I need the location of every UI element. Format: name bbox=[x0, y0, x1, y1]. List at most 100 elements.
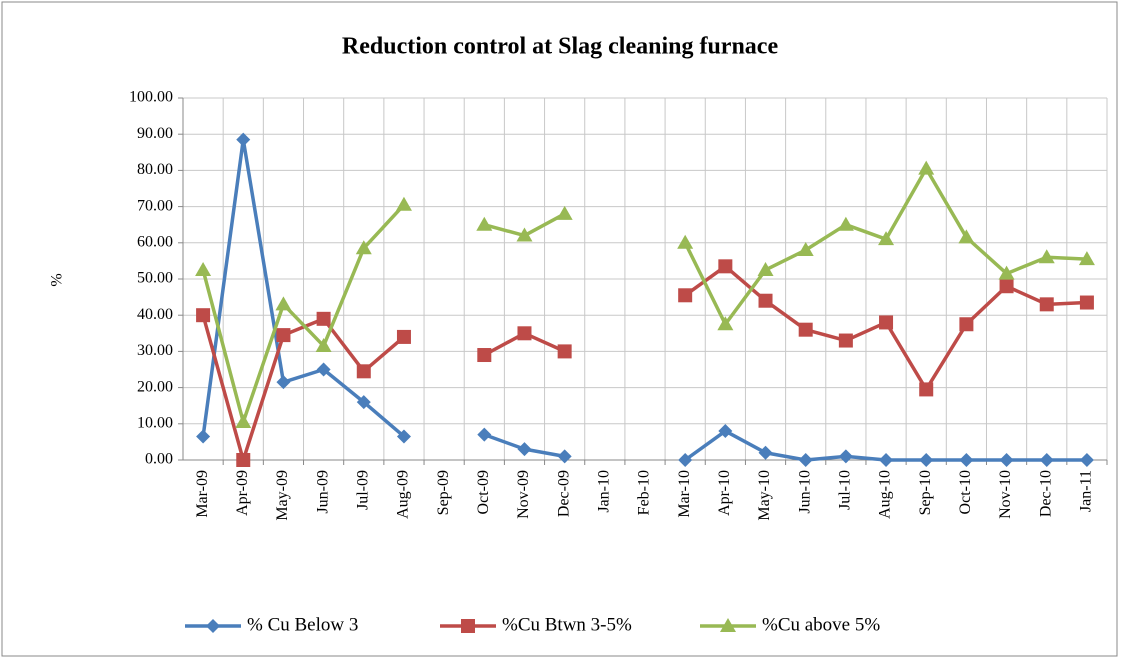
x-tick-label: Sep-09 bbox=[435, 470, 452, 515]
marker bbox=[355, 240, 372, 255]
marker bbox=[275, 296, 292, 311]
marker bbox=[476, 216, 493, 231]
marker bbox=[959, 453, 974, 467]
marker bbox=[195, 261, 212, 276]
marker bbox=[276, 328, 291, 343]
marker bbox=[1039, 453, 1054, 467]
x-tick-label: Feb-10 bbox=[636, 470, 653, 515]
marker bbox=[1079, 453, 1094, 467]
chart-title: Reduction control at Slag cleaning furna… bbox=[342, 34, 779, 60]
legend-label: %Cu above 5% bbox=[762, 614, 880, 635]
marker bbox=[919, 453, 934, 467]
marker bbox=[557, 449, 572, 464]
marker bbox=[276, 375, 291, 390]
marker bbox=[878, 231, 895, 246]
marker bbox=[235, 413, 252, 428]
marker bbox=[919, 382, 934, 397]
x-tick-label: Aug-10 bbox=[877, 470, 894, 519]
marker bbox=[517, 326, 532, 341]
marker bbox=[678, 453, 693, 467]
x-tick-label: Oct-10 bbox=[957, 470, 974, 514]
marker bbox=[196, 308, 211, 323]
marker bbox=[315, 337, 332, 352]
marker bbox=[758, 445, 773, 460]
marker bbox=[798, 453, 813, 467]
y-tick-label: 60.00 bbox=[137, 233, 173, 250]
marker bbox=[717, 316, 734, 331]
y-tick-label: 0.00 bbox=[145, 451, 173, 468]
marker bbox=[879, 453, 894, 467]
marker bbox=[879, 315, 894, 330]
legend-label: % Cu Below 3 bbox=[247, 614, 358, 635]
x-tick-label: Aug-09 bbox=[395, 470, 412, 519]
marker bbox=[999, 453, 1014, 467]
marker bbox=[1039, 297, 1054, 312]
marker bbox=[395, 196, 412, 211]
marker bbox=[959, 317, 974, 332]
marker bbox=[998, 265, 1015, 280]
x-tick-label: Jan-11 bbox=[1078, 470, 1095, 512]
x-tick-label: Mar-10 bbox=[676, 470, 693, 518]
marker bbox=[316, 362, 331, 377]
marker bbox=[316, 311, 331, 326]
marker bbox=[757, 261, 774, 276]
marker bbox=[837, 216, 854, 231]
marker bbox=[461, 619, 475, 633]
marker bbox=[758, 293, 773, 308]
marker bbox=[477, 348, 492, 363]
marker bbox=[396, 429, 411, 444]
y-tick-label: 90.00 bbox=[137, 125, 173, 142]
marker bbox=[196, 429, 211, 444]
marker bbox=[918, 160, 935, 175]
marker bbox=[720, 618, 736, 632]
marker bbox=[677, 234, 694, 249]
x-tick-label: Jul-10 bbox=[837, 470, 854, 510]
y-tick-label: 50.00 bbox=[137, 270, 173, 287]
y-tick-label: 80.00 bbox=[137, 161, 173, 178]
x-tick-label: Jun-09 bbox=[314, 470, 331, 514]
marker bbox=[236, 453, 251, 467]
x-tick-label: Jul-09 bbox=[354, 470, 371, 510]
marker bbox=[236, 132, 251, 147]
y-tick-label: 20.00 bbox=[137, 378, 173, 395]
x-tick-label: Dec-10 bbox=[1037, 470, 1054, 517]
marker bbox=[999, 279, 1014, 294]
x-tick-label: Nov-10 bbox=[997, 470, 1014, 519]
x-tick-label: Oct-09 bbox=[475, 470, 492, 514]
marker bbox=[477, 427, 492, 442]
marker bbox=[838, 449, 853, 464]
marker bbox=[356, 364, 371, 379]
marker bbox=[798, 322, 813, 337]
marker bbox=[838, 333, 853, 348]
x-tick-label: Apr-10 bbox=[716, 470, 733, 516]
marker bbox=[206, 619, 220, 633]
x-tick-label: Dec-09 bbox=[555, 470, 572, 517]
x-tick-label: Jun-10 bbox=[796, 470, 813, 514]
marker bbox=[718, 424, 733, 439]
legend-label: %Cu Btwn 3-5% bbox=[502, 614, 632, 635]
x-tick-label: Jan-10 bbox=[595, 470, 612, 513]
x-tick-label: Sep-10 bbox=[917, 470, 934, 515]
marker bbox=[396, 329, 411, 344]
marker bbox=[797, 242, 814, 257]
marker bbox=[517, 442, 532, 457]
y-tick-label: 100.00 bbox=[129, 89, 173, 106]
x-tick-label: Mar-09 bbox=[194, 470, 211, 518]
y-tick-label: 40.00 bbox=[137, 306, 173, 323]
marker bbox=[356, 395, 371, 410]
y-tick-label: 30.00 bbox=[137, 342, 173, 359]
y-axis-label: % bbox=[49, 273, 66, 286]
marker bbox=[718, 259, 733, 274]
y-tick-label: 10.00 bbox=[137, 414, 173, 431]
y-tick-label: 70.00 bbox=[137, 197, 173, 214]
marker bbox=[1078, 251, 1095, 266]
x-tick-label: Nov-09 bbox=[515, 470, 532, 519]
x-tick-label: May-09 bbox=[274, 470, 291, 521]
x-tick-label: Apr-09 bbox=[234, 470, 251, 516]
marker bbox=[516, 227, 533, 242]
marker bbox=[1038, 249, 1055, 264]
x-tick-label: May-10 bbox=[756, 470, 773, 521]
